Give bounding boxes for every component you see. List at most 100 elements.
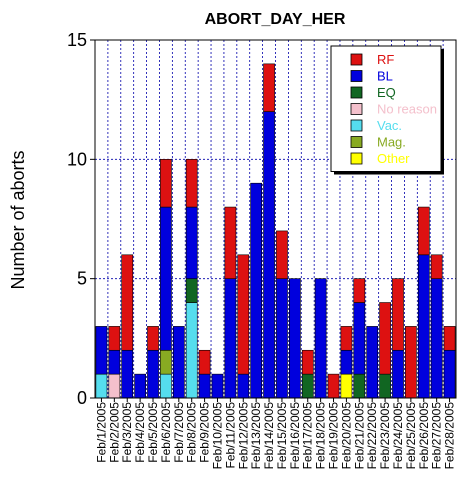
bar-segment [108, 373, 121, 399]
bar-segment [353, 278, 366, 303]
y-axis-label: Number of aborts [8, 150, 28, 289]
bar-segment [276, 230, 288, 279]
x-tick-label: Feb/12/2005 [236, 402, 250, 470]
bar-segment [185, 278, 198, 303]
legend-box [330, 45, 442, 172]
x-tick-label: Feb/16/2005 [288, 402, 302, 470]
bar-segment [224, 278, 237, 399]
x-tick-label: Feb/9/2005 [198, 402, 212, 463]
bars [95, 63, 456, 399]
bar-segment [95, 326, 108, 375]
legend-entry-label: BL [377, 69, 393, 84]
bar-segment [211, 373, 224, 399]
x-tick-label: Feb/14/2005 [262, 402, 276, 470]
bar-segment [276, 278, 288, 399]
bar-segment [134, 373, 146, 399]
x-tick-label: Feb/28/2005 [443, 402, 457, 470]
plot-frame [94, 39, 457, 399]
bar-segment [108, 326, 121, 351]
bar-segment [301, 349, 314, 375]
legend-swatch [350, 119, 363, 132]
x-tick-label: Feb/13/2005 [249, 402, 263, 470]
x-tick-label: Feb/27/2005 [430, 402, 444, 470]
bar-segment [430, 254, 443, 279]
bar-segment [405, 326, 417, 399]
bar-segment [288, 278, 301, 399]
bar-segment [392, 278, 404, 351]
bar-segment [263, 63, 275, 112]
bar-segment [198, 373, 211, 399]
bar-segment [147, 326, 159, 351]
legend-swatch [350, 70, 363, 82]
bar-segment [185, 206, 198, 279]
legend-swatch [350, 103, 363, 115]
legend-entry-label: Other [377, 151, 410, 166]
bar-segment [147, 349, 159, 399]
legend-swatch [350, 53, 363, 66]
x-tick-label: Feb/15/2005 [275, 402, 289, 470]
x-tick-label: Feb/1/2005 [94, 402, 108, 463]
x-tick-label: Feb/21/2005 [352, 402, 366, 470]
bar-segment [224, 206, 237, 279]
bar-segment [301, 373, 314, 399]
y-tick-label: 15 [67, 30, 87, 50]
x-tick-label: Feb/20/2005 [339, 402, 353, 470]
bar-segment [417, 254, 430, 399]
bar-segment [443, 349, 456, 399]
y-tick-label: 10 [67, 149, 87, 169]
x-tick-label: Feb/3/2005 [120, 402, 134, 463]
x-tick-label: Feb/26/2005 [417, 402, 431, 470]
bar-segment [340, 326, 353, 351]
bar-segment [379, 373, 391, 399]
y-axis-ticks: 0 5 10 15 [67, 30, 95, 408]
bar-segment [353, 373, 366, 399]
bar-segment [121, 254, 134, 351]
x-tick-label: Feb/18/2005 [314, 402, 328, 470]
legend-entry-label: RF [377, 52, 394, 67]
bar-segment [237, 373, 250, 399]
bar-segment [172, 326, 185, 399]
legend-entry-label: Mag. [377, 135, 406, 150]
bar-segment [95, 373, 108, 399]
bar-segment [263, 111, 275, 399]
x-tick-label: Feb/23/2005 [378, 402, 392, 470]
y-tick-label: 0 [77, 388, 87, 408]
x-tick-label: Feb/6/2005 [159, 402, 173, 463]
x-tick-label: Feb/17/2005 [301, 402, 315, 470]
bar-segment [121, 349, 134, 399]
x-tick-label: Feb/22/2005 [365, 402, 379, 470]
legend-swatch [350, 136, 363, 148]
x-tick-label: Feb/25/2005 [404, 402, 418, 470]
bar-segment [392, 349, 404, 399]
bar-segment [340, 373, 353, 399]
bar-segment [327, 373, 340, 399]
bar-segment [353, 302, 366, 375]
x-tick-label: Feb/8/2005 [185, 402, 199, 463]
bar-segment [160, 349, 172, 375]
bar-segment [443, 326, 456, 351]
legend-entry-label: EQ [377, 85, 396, 100]
bar-segment [366, 326, 379, 399]
bar-segment [250, 182, 263, 399]
x-axis-ticks: Feb/1/2005Feb/2/2005Feb/3/2005Feb/4/2005… [94, 398, 457, 470]
x-tick-label: Feb/19/2005 [327, 402, 341, 470]
bar-segment [160, 373, 172, 399]
legend-entry-label: Vac. [377, 118, 402, 133]
bar-segment [108, 349, 121, 375]
x-tick-label: Feb/11/2005 [223, 402, 237, 469]
bar-segment [185, 302, 198, 399]
bar-segment [198, 349, 211, 375]
legend-swatch [350, 152, 363, 165]
bar-segment [430, 278, 443, 399]
chart-title: ABORT_DAY_HER [205, 11, 346, 28]
x-tick-label: Feb/10/2005 [210, 402, 224, 470]
y-tick-label: 5 [77, 269, 87, 289]
bar-segment [160, 206, 172, 351]
legend-swatch [350, 86, 363, 99]
x-tick-label: Feb/4/2005 [133, 402, 147, 463]
x-tick-label: Feb/24/2005 [391, 402, 405, 470]
x-tick-label: Feb/2/2005 [107, 402, 121, 463]
bar-segment [340, 349, 353, 375]
